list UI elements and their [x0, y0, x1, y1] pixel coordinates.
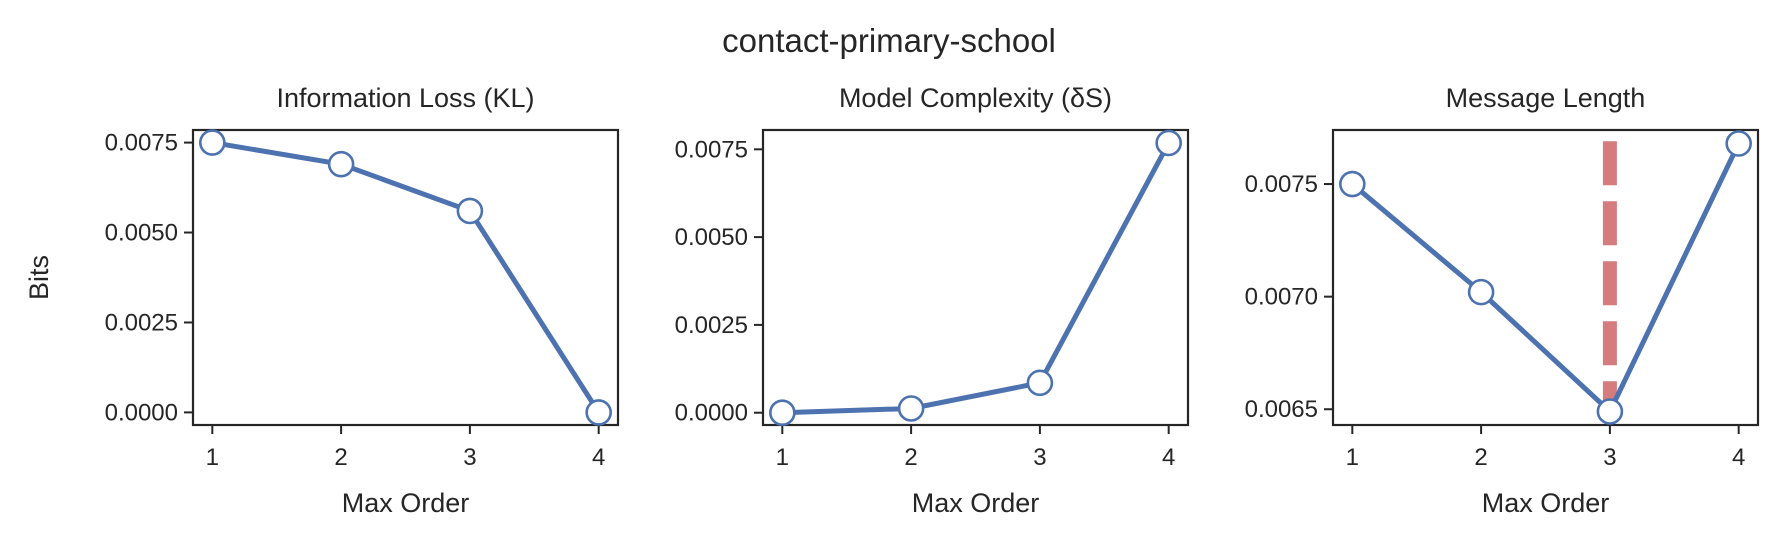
axes-frame	[1331, 128, 1760, 427]
y-tick-label: 0.0000	[675, 400, 748, 427]
x-tick-label: 1	[1346, 444, 1359, 471]
chart-title: Message Length	[1446, 83, 1646, 113]
data-point	[585, 399, 612, 426]
y-tick-label: 0.0075	[105, 130, 178, 157]
y-tick-label: 0.0075	[1245, 171, 1318, 198]
chart-panel-3: Message Length 1 2 3 4 0.0065 0.0070 0.0075 Max …	[1245, 83, 1760, 518]
x-tick-label: 2	[904, 444, 917, 471]
data-point	[897, 395, 925, 422]
y-axis-label: Bits	[24, 255, 54, 300]
chart-panel-2: Model Complexity (δS) 1 2 3 4 0.0000 0.0025 0.0…	[675, 83, 1190, 518]
y-tick-label: 0.0075	[675, 136, 748, 163]
data-point	[769, 399, 796, 427]
x-tick-label: 4	[1162, 444, 1175, 471]
y-tick-label: 0.0050	[675, 224, 748, 251]
y-tick-label: 0.0000	[105, 399, 178, 426]
series-line	[782, 141, 1171, 416]
x-tick-label: 1	[776, 444, 789, 471]
series-line	[211, 140, 601, 414]
x-axis-label: Max Order	[912, 488, 1040, 518]
chart-panels: Information Loss (KL) 1 2 3 4 0.0000 0.0025 0.0…	[24, 83, 1760, 518]
figure-title: contact-primary-school	[722, 22, 1056, 59]
data-point	[1596, 398, 1624, 425]
x-tick-label: 3	[463, 444, 476, 471]
chart-panel-1: Information Loss (KL) 1 2 3 4 0.0000 0.0025 0.0…	[24, 83, 620, 518]
x-axis-label: Max Order	[1482, 488, 1610, 518]
axes-frame	[191, 128, 620, 427]
y-tick-label: 0.0025	[105, 309, 178, 336]
data-point	[1155, 129, 1182, 157]
y-tick-label: 0.0065	[1245, 396, 1318, 423]
x-tick-label: 1	[206, 444, 219, 471]
x-tick-label: 4	[592, 444, 605, 471]
data-point	[199, 129, 226, 156]
y-tick-label: 0.0070	[1245, 284, 1318, 311]
x-tick-label: 3	[1033, 444, 1046, 471]
y-tick-label: 0.0025	[675, 312, 748, 339]
x-tick-label: 3	[1603, 444, 1616, 471]
data-point	[1467, 278, 1495, 306]
x-tick-label: 4	[1732, 444, 1745, 471]
axes-frame	[761, 128, 1190, 427]
data-point	[1339, 170, 1366, 198]
x-axis-label: Max Order	[342, 488, 470, 518]
data-point	[327, 150, 355, 178]
chart-title: Model Complexity (δS)	[839, 83, 1112, 113]
x-tick-label: 2	[334, 444, 347, 471]
data-point	[1026, 369, 1054, 397]
chart-title: Information Loss (KL)	[276, 83, 534, 113]
y-tick-label: 0.0050	[105, 220, 178, 247]
data-point	[456, 197, 484, 225]
x-tick-label: 2	[1474, 444, 1487, 471]
data-point	[1725, 130, 1752, 157]
series-line	[1350, 142, 1741, 414]
